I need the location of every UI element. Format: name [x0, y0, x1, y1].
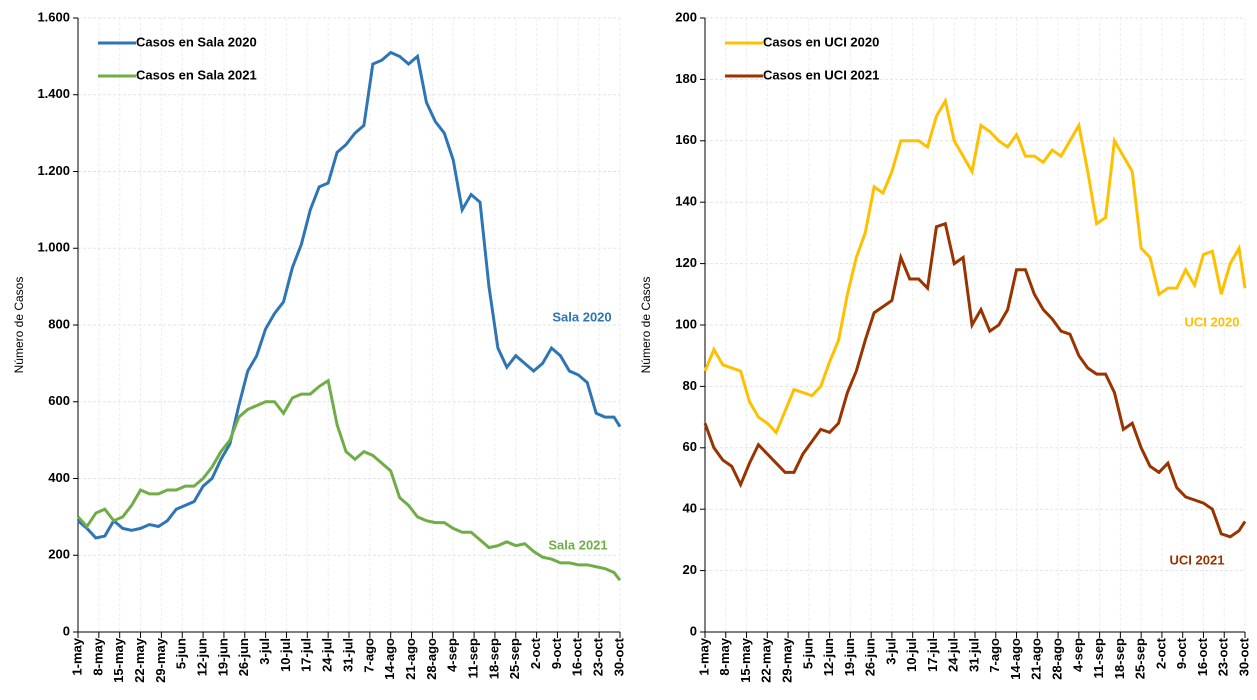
x-tick-label: 3-jul [883, 638, 898, 665]
y-tick-label: 0 [690, 623, 697, 638]
x-tick-label: 17-jul [925, 638, 940, 672]
x-tick-label: 7-ago [987, 638, 1002, 673]
x-tick-label: 25-sep [1133, 638, 1148, 679]
y-tick-label: 1.600 [37, 9, 70, 24]
x-tick-label: 21-ago [1029, 638, 1044, 680]
legend-label: Casos en UCI 2021 [763, 67, 879, 82]
x-tick-label: 4-sep [1070, 638, 1085, 672]
x-tick-label: 9-oct [549, 637, 564, 669]
y-axis-label: Número de Casos [639, 277, 653, 374]
x-tick-label: 5-jun [800, 638, 815, 669]
line [703, 221, 1247, 539]
x-tick-label: 25-sep [507, 638, 522, 679]
x-tick-label: 18-sep [486, 638, 501, 679]
x-tick-label: 12-jun [821, 638, 836, 676]
x-tick-label: 26-jun [236, 638, 251, 676]
x-tick-label: 24-jul [320, 638, 335, 672]
y-tick-label: 1.000 [37, 240, 70, 255]
x-tick-label: 19-jun [842, 638, 857, 676]
y-tick-label: 1.200 [37, 163, 70, 178]
x-tick-label: 23-oct [591, 637, 606, 676]
x-tick-label: 22-may [132, 637, 147, 683]
x-tick-label: 29-may [780, 637, 795, 683]
x-tick-label: 2-oct [1153, 637, 1168, 669]
y-axis-label: Número de Casos [12, 277, 26, 374]
annotation: Sala 2020 [552, 309, 611, 324]
x-tick-label: 16-oct [570, 637, 585, 676]
x-tick-label: 8-may [90, 637, 105, 675]
y-tick-label: 120 [675, 255, 697, 270]
legend-label: Casos en Sala 2021 [136, 67, 257, 82]
line [76, 378, 622, 582]
x-tick-label: 8-may [717, 637, 732, 675]
x-tick-label: 7-ago [361, 638, 376, 673]
x-tick-label: 31-jul [340, 638, 355, 672]
x-tick-label: 14-ago [382, 638, 397, 680]
y-tick-label: 1.400 [37, 86, 70, 101]
x-tick-label: 15-may [111, 637, 126, 683]
legend-label: Casos en UCI 2020 [763, 34, 879, 49]
x-tick-label: 19-jun [215, 638, 230, 676]
y-tick-label: 40 [683, 501, 697, 516]
x-tick-label: 11-sep [1091, 638, 1106, 679]
y-tick-label: 80 [683, 378, 697, 393]
x-tick-label: 24-jul [946, 638, 961, 672]
y-tick-label: 800 [48, 316, 70, 331]
line [77, 50, 622, 540]
x-tick-label: 22-may [759, 637, 774, 683]
x-tick-label: 11-sep [466, 638, 481, 679]
x-tick-label: 31-jul [966, 638, 981, 672]
x-tick-label: 4-sep [445, 638, 460, 672]
y-tick-label: 60 [683, 439, 697, 454]
x-tick-label: 10-jul [904, 638, 919, 672]
line [703, 96, 1247, 436]
x-tick-label: 12-jun [195, 638, 210, 676]
x-tick-label: 28-ago [1050, 638, 1065, 680]
y-tick-label: 600 [48, 393, 70, 408]
x-tick-label: 21-ago [403, 638, 418, 680]
x-tick-label: 14-ago [1008, 638, 1023, 680]
x-tick-label: 30-oct [611, 637, 626, 676]
annotation: UCI 2020 [1185, 314, 1240, 329]
x-tick-label: 26-jun [863, 638, 878, 676]
y-tick-label: 100 [675, 316, 697, 331]
x-tick-label: 2-oct [528, 637, 543, 669]
x-tick-label: 1-may [696, 637, 711, 675]
y-tick-label: 200 [48, 547, 70, 562]
annotation: Sala 2021 [548, 537, 607, 552]
x-tick-label: 9-oct [1174, 637, 1189, 669]
x-tick-label: 17-jul [299, 638, 314, 672]
x-tick-label: 1-may [69, 637, 84, 675]
y-tick-label: 20 [683, 562, 697, 577]
y-tick-label: 0 [63, 623, 70, 638]
annotation: UCI 2021 [1170, 552, 1225, 567]
x-tick-label: 28-ago [424, 638, 439, 680]
x-tick-label: 29-may [153, 637, 168, 683]
x-tick-label: 23-oct [1216, 637, 1231, 676]
y-tick-label: 200 [675, 9, 697, 24]
x-tick-label: 15-may [738, 637, 753, 683]
x-tick-label: 10-jul [278, 638, 293, 672]
x-tick-label: 18-sep [1112, 638, 1127, 679]
x-tick-label: 30-oct [1236, 637, 1251, 676]
x-tick-label: 3-jul [257, 638, 272, 665]
y-tick-label: 160 [675, 132, 697, 147]
y-tick-label: 140 [675, 194, 697, 209]
y-tick-label: 400 [48, 470, 70, 485]
x-tick-label: 16-oct [1195, 637, 1210, 676]
legend-label: Casos en Sala 2020 [136, 34, 257, 49]
y-tick-label: 180 [675, 71, 697, 86]
x-tick-label: 5-jun [174, 638, 189, 669]
